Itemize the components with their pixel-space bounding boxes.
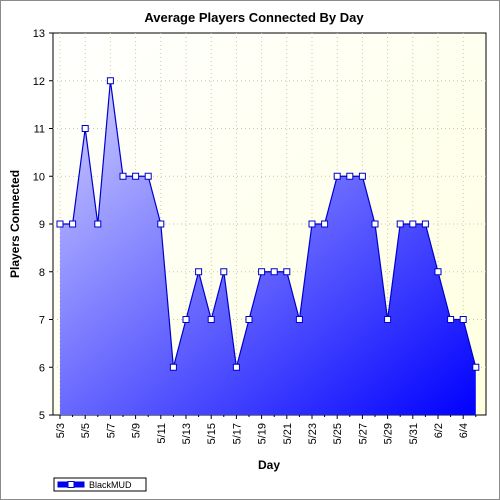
data-point (333, 172, 341, 180)
data-point (220, 268, 228, 276)
x-tick-label: 5/17 (231, 423, 243, 444)
y-tick-label: 5 (39, 410, 45, 422)
legend-label: BlackMUD (89, 480, 132, 490)
data-point (472, 363, 480, 371)
x-tick-label: 5/19 (257, 423, 269, 444)
y-tick-label: 8 (39, 267, 45, 279)
data-point (283, 268, 291, 276)
x-tick-label: 5/7 (105, 423, 117, 438)
data-point (371, 220, 379, 228)
x-tick-label: 5/31 (408, 423, 420, 444)
y-tick-label: 11 (34, 124, 45, 136)
y-tick-label: 6 (39, 362, 45, 374)
data-point (258, 268, 266, 276)
x-tick-label: 5/27 (357, 423, 369, 444)
x-tick-label: 5/21 (282, 423, 294, 444)
series-markers (56, 77, 480, 371)
data-point (409, 220, 417, 228)
y-axis: 5 6 7 8 9 10 11 12 13 (33, 28, 53, 422)
data-point (157, 220, 165, 228)
x-tick-label: 5/11 (156, 423, 168, 444)
series-area (60, 80, 477, 415)
data-point (384, 316, 392, 323)
data-point (81, 125, 89, 132)
data-point (321, 220, 329, 228)
data-point (396, 220, 404, 228)
x-tick-label: 5/5 (80, 423, 92, 438)
data-point (207, 316, 215, 323)
x-tick-label: 5/25 (332, 423, 344, 444)
legend-box (53, 477, 147, 492)
x-tick-label: 5/23 (307, 423, 319, 444)
legend: BlackMUD (53, 477, 147, 492)
y-axis-label: Players Connected (8, 170, 22, 278)
data-point (94, 220, 102, 228)
x-tick-label: 5/3 (55, 423, 67, 438)
data-point (144, 172, 152, 180)
data-point (346, 172, 354, 180)
data-point (245, 316, 253, 323)
data-point (132, 172, 140, 180)
x-tick-label: 6/2 (433, 423, 445, 438)
x-tick-label: 5/15 (206, 423, 218, 444)
data-point (182, 316, 190, 323)
data-point (421, 220, 429, 228)
data-point (69, 220, 77, 228)
y-tick-label: 9 (39, 219, 45, 231)
y-tick-label: 12 (33, 76, 45, 88)
data-point (270, 268, 278, 276)
data-point (232, 363, 240, 371)
x-axis: 5/3 5/5 5/7 5/9 5/11 5/13 5/15 5/17 5/19 5/21 5/23… (55, 415, 477, 444)
data-point (308, 220, 316, 228)
data-point (119, 172, 127, 180)
x-tick-label: 6/4 (458, 423, 470, 438)
data-point (169, 363, 177, 371)
y-tick-label: 7 (39, 315, 45, 327)
y-tick-label: 13 (33, 28, 45, 40)
data-point (195, 268, 203, 276)
x-axis-label: Day (258, 458, 280, 472)
data-point (358, 172, 366, 180)
legend-marker (67, 481, 75, 488)
x-tick-label: 5/29 (383, 423, 395, 444)
series-line (60, 80, 477, 368)
x-tick-label: 5/13 (181, 423, 193, 444)
data-point (434, 268, 442, 276)
data-point (459, 316, 467, 323)
y-tick-label: 10 (33, 171, 45, 183)
area-fill (60, 80, 476, 415)
chart-title: Average Players Connected By Day (144, 10, 364, 25)
data-point (106, 77, 114, 85)
x-tick-label: 5/9 (131, 423, 143, 438)
data-point (56, 220, 64, 228)
data-point (447, 316, 455, 323)
data-point (295, 316, 303, 323)
